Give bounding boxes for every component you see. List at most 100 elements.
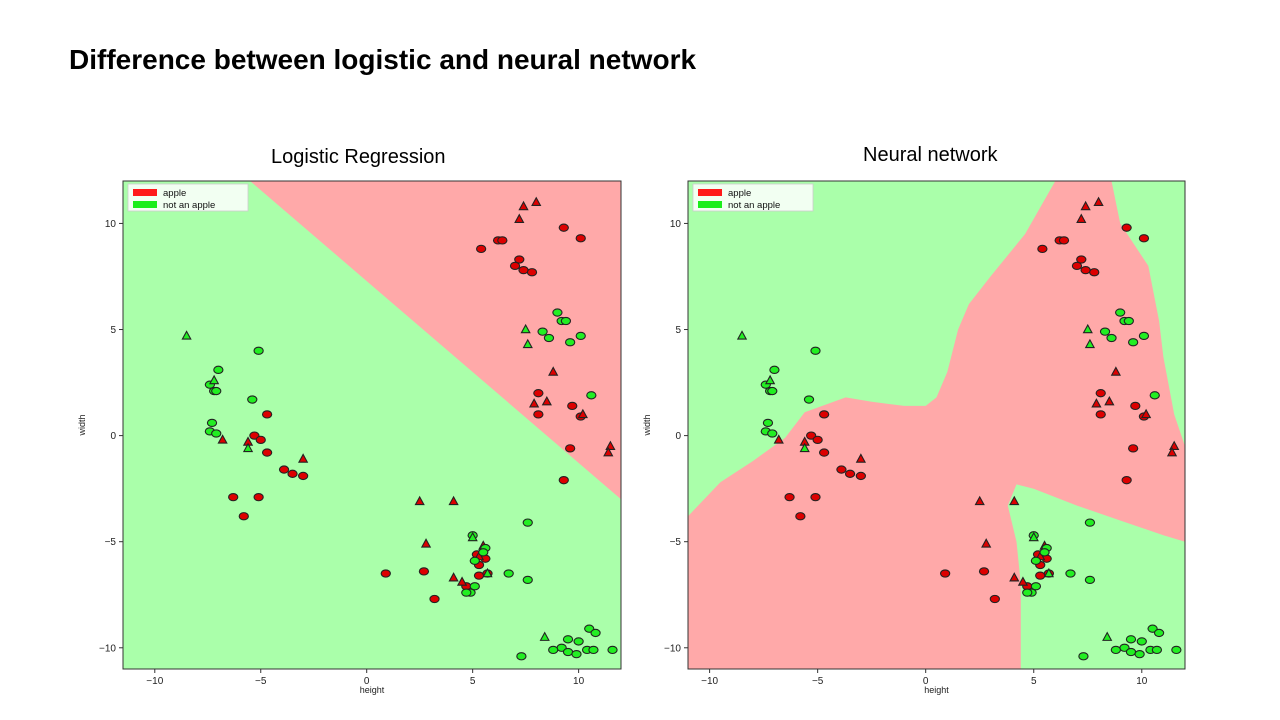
- point-triangle-not-apple: [467, 531, 478, 542]
- point-circle-not-apple: [1110, 645, 1122, 655]
- point-circle-apple: [509, 261, 521, 271]
- point-circle-apple: [533, 389, 544, 398]
- point-circle-not-apple: [1136, 637, 1147, 646]
- point-circle-not-apple: [562, 635, 574, 644]
- y-axis-label: width: [77, 414, 87, 436]
- point-circle-apple: [810, 492, 821, 502]
- point-circle-not-apple: [548, 645, 559, 655]
- point-circle-apple: [989, 594, 1000, 604]
- point-triangle-apple: [414, 495, 425, 506]
- point-circle-not-apple: [516, 652, 527, 661]
- point-circle-not-apple: [575, 331, 586, 341]
- point-circle-not-apple: [503, 569, 514, 578]
- point-circle-apple: [380, 569, 391, 578]
- plot-frame: [122, 180, 622, 670]
- point-circle-not-apple: [1134, 649, 1145, 659]
- x-tick-label: −10: [701, 676, 718, 687]
- point-triangle-apple: [1166, 446, 1178, 457]
- point-circle-apple: [939, 569, 951, 578]
- point-circle-apple: [836, 465, 847, 474]
- plot-frame: [687, 180, 1186, 670]
- point-triangle-not-apple: [799, 442, 810, 453]
- point-triangle-not-apple: [242, 442, 254, 453]
- point-circle-not-apple: [1065, 569, 1076, 578]
- point-circle-not-apple: [206, 418, 218, 428]
- x-tick-label: 5: [1031, 676, 1037, 687]
- point-circle-apple: [228, 492, 239, 502]
- point-circle-not-apple: [1030, 556, 1042, 565]
- point-triangle-apple: [548, 366, 559, 376]
- point-triangle-apple: [1093, 196, 1104, 206]
- point-triangle-not-apple: [539, 631, 550, 641]
- point-circle-apple: [473, 571, 485, 580]
- point-triangle-not-apple: [1082, 323, 1093, 334]
- point-circle-not-apple: [213, 365, 224, 374]
- point-triangle-not-apple: [522, 338, 533, 349]
- point-circle-not-apple: [1171, 645, 1182, 655]
- slide-title: Difference between logistic and neural n…: [69, 44, 697, 75]
- point-triangle-apple: [514, 213, 525, 223]
- point-circle-apple: [564, 444, 576, 453]
- y-tick-label: 10: [670, 219, 682, 230]
- point-triangle-not-apple: [482, 567, 493, 578]
- point-circle-apple: [297, 471, 309, 481]
- point-circle-not-apple: [571, 649, 582, 659]
- point-circle-apple: [806, 431, 817, 440]
- x-tick-label: 0: [364, 676, 370, 687]
- point-circle-apple: [287, 469, 298, 478]
- point-circle-not-apple: [810, 346, 821, 355]
- point-triangle-apple: [531, 196, 542, 206]
- point-triangle-apple: [541, 396, 552, 406]
- point-circle-apple: [514, 255, 525, 264]
- legend-label-not-apple: not an apple: [728, 200, 780, 211]
- point-triangle-apple: [448, 572, 459, 582]
- point-triangle-not-apple: [1043, 567, 1054, 578]
- point-circle-apple: [795, 512, 806, 521]
- legend-label-apple: apple: [163, 188, 186, 199]
- point-triangle-apple: [1076, 213, 1087, 223]
- point-circle-apple: [1058, 236, 1070, 245]
- point-circle-apple: [253, 492, 264, 502]
- point-circle-apple: [418, 567, 430, 576]
- point-circle-apple: [1138, 234, 1150, 243]
- point-circle-not-apple: [564, 338, 576, 347]
- point-circle-apple: [1089, 268, 1100, 277]
- point-circle-not-apple: [1125, 635, 1137, 644]
- point-circle-apple: [1071, 261, 1083, 271]
- point-triangle-apple: [855, 453, 866, 463]
- point-circle-not-apple: [478, 548, 489, 557]
- point-circle-apple: [497, 236, 508, 245]
- point-triangle-apple: [1080, 200, 1091, 211]
- point-circle-not-apple: [543, 333, 555, 343]
- point-circle-apple: [784, 492, 795, 502]
- legend-label-apple: apple: [728, 188, 751, 199]
- point-triangle-apple: [1110, 366, 1121, 376]
- point-triangle-not-apple: [208, 374, 220, 385]
- point-circle-apple: [1076, 255, 1087, 264]
- point-triangle-apple: [518, 200, 529, 211]
- point-circle-not-apple: [1147, 624, 1158, 633]
- point-triangle-not-apple: [1028, 531, 1039, 542]
- point-circle-not-apple: [1084, 575, 1096, 585]
- point-circle-apple: [818, 448, 830, 457]
- point-circle-apple: [818, 410, 830, 419]
- point-circle-not-apple: [1127, 338, 1139, 347]
- point-circle-apple: [1130, 401, 1141, 411]
- point-circle-not-apple: [1106, 333, 1117, 343]
- point-circle-not-apple: [1151, 645, 1163, 655]
- point-circle-not-apple: [552, 308, 563, 317]
- point-triangle-apple: [773, 434, 784, 444]
- point-circle-not-apple: [537, 327, 548, 336]
- point-triangle-apple: [1140, 408, 1152, 419]
- point-circle-apple: [1127, 444, 1139, 453]
- point-triangle-apple: [974, 495, 985, 506]
- point-circle-apple: [1095, 410, 1106, 419]
- point-circle-apple: [261, 410, 273, 419]
- x-tick-label: −10: [146, 676, 163, 687]
- point-circle-not-apple: [522, 575, 533, 585]
